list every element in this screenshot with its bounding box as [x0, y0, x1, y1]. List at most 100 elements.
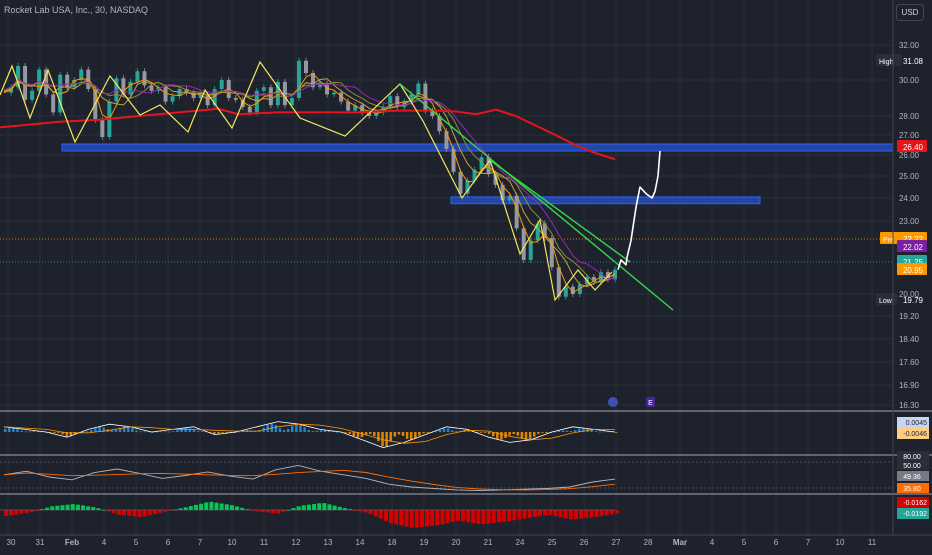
- price-tag-6: Low: [879, 298, 893, 305]
- moving-average-0: [3, 72, 616, 294]
- macd-bar-132: [545, 432, 548, 433]
- osc-bar-86: [445, 510, 450, 524]
- macd-bar-85: [352, 432, 356, 437]
- macd-bar-16: [69, 432, 73, 437]
- macd-label-bg-0: [897, 417, 929, 428]
- osc-bar-100: [517, 510, 522, 520]
- macd-bar-61: [254, 431, 257, 432]
- candle-28: [198, 94, 203, 98]
- y-tick-3: 27.00: [899, 131, 920, 140]
- osc-bar-57: [296, 506, 301, 510]
- currency-selector[interactable]: USD: [896, 4, 924, 21]
- candle-73: [514, 195, 519, 229]
- x-tick-15: 21: [484, 538, 493, 547]
- candle-61: [430, 110, 435, 116]
- osc-bar-107: [553, 510, 558, 517]
- candle-36: [254, 90, 259, 113]
- candle-81: [570, 286, 575, 294]
- candle-4: [30, 90, 35, 100]
- macd-bar-149: [615, 432, 618, 433]
- osc-bar-59: [306, 504, 311, 510]
- macd-bar-108: [446, 428, 450, 432]
- candle-72: [507, 195, 512, 201]
- candle-52: [367, 112, 372, 116]
- osc-bar-27: [142, 510, 147, 517]
- macd-bar-115: [475, 432, 479, 433]
- macd-bar-118: [487, 432, 491, 434]
- macd-bar-1: [8, 427, 11, 432]
- osc-bar-41: [214, 502, 219, 510]
- candle-37: [261, 87, 266, 91]
- macd-bar-128: [528, 432, 532, 440]
- x-tick-20: 28: [644, 538, 653, 547]
- dividend-marker-icon: [608, 397, 618, 407]
- osc-bar-84: [435, 510, 440, 526]
- osc-bar-61: [317, 503, 322, 510]
- candle-29: [205, 94, 210, 106]
- macd-bar-121: [500, 432, 503, 440]
- macd-bar-52: [217, 432, 220, 434]
- price-label-bg-1: [897, 140, 927, 152]
- osc-bar-92: [476, 510, 481, 524]
- osc-bar-7: [39, 509, 44, 510]
- osc-bar-52: [270, 510, 275, 514]
- projection-path: [617, 150, 661, 270]
- candle-26: [184, 89, 189, 93]
- macd-bar-140: [578, 428, 581, 432]
- candle-58: [409, 94, 414, 102]
- osc-bar-62: [322, 503, 327, 510]
- rsi-label-1: 50.00: [903, 463, 921, 470]
- x-tick-8: 11: [260, 538, 269, 547]
- candle-53: [374, 112, 379, 116]
- candle-6: [44, 69, 49, 95]
- x-tick-16: 24: [516, 538, 525, 547]
- osc-bar-40: [209, 501, 214, 510]
- macd-bar-83: [344, 432, 347, 433]
- x-tick-17: 25: [548, 538, 557, 547]
- osc-bar-46: [240, 507, 245, 510]
- osc-bar-111: [573, 510, 578, 520]
- macd-bar-23: [98, 427, 101, 432]
- price-tag-2: Pre: [883, 237, 894, 244]
- osc-bar-29: [152, 510, 157, 515]
- macd-bar-74: [307, 429, 310, 432]
- candle-79: [556, 267, 561, 297]
- macd-bar-96: [397, 432, 401, 435]
- macd-bar-46: [192, 430, 196, 432]
- candle-30: [212, 89, 217, 106]
- macd-bar-36: [151, 431, 155, 433]
- candle-80: [563, 286, 568, 297]
- macd-bar-87: [360, 432, 364, 438]
- macd-bar-37: [155, 431, 159, 433]
- candle-41: [289, 98, 294, 106]
- x-tick-11: 14: [356, 538, 365, 547]
- osc-bar-3: [19, 510, 24, 514]
- macd-bar-69: [286, 428, 290, 432]
- osc-bar-43: [224, 504, 229, 510]
- candle-17: [121, 78, 126, 95]
- osc-bar-71: [368, 510, 373, 515]
- zigzag-line: [0, 60, 613, 302]
- candle-23: [163, 87, 168, 102]
- macd-bar-103: [426, 432, 429, 433]
- macd-bar-138: [569, 431, 573, 432]
- osc-bar-4: [24, 510, 29, 514]
- osc-bar-78: [404, 510, 409, 527]
- osc-bar-0: [4, 510, 8, 516]
- osc-bar-105: [543, 510, 548, 516]
- macd-bar-99: [409, 432, 413, 440]
- macd-bar-62: [258, 430, 261, 432]
- candle-14: [100, 119, 105, 137]
- price-label-6: 19.79: [903, 296, 924, 305]
- osc-bar-32: [168, 510, 173, 511]
- rsi-label-2: 49.36: [903, 474, 921, 481]
- macd-bar-129: [532, 432, 536, 437]
- price-tag-0: High: [879, 59, 894, 66]
- macd-bar-42: [176, 430, 179, 432]
- x-tick-7: 10: [228, 538, 237, 547]
- osc-bar-87: [450, 510, 455, 523]
- osc-bar-76: [394, 510, 399, 525]
- macd-bar-120: [496, 432, 499, 439]
